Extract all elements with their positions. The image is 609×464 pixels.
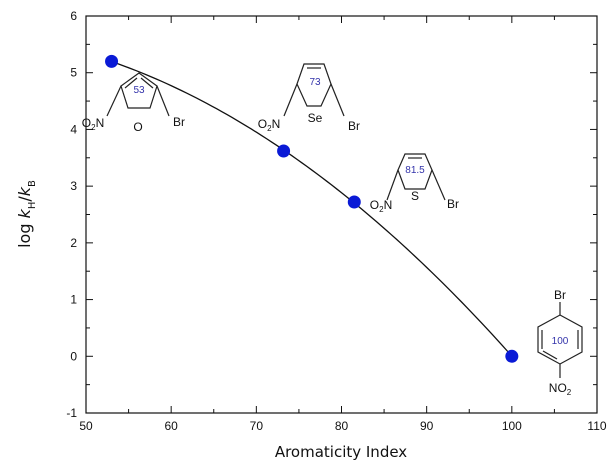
y-axis-title: log kH/kB [15, 180, 38, 248]
plot-frame [85, 15, 598, 414]
benzene-nitro: NO2 [549, 381, 572, 397]
x-tick-label: 80 [335, 419, 349, 433]
x-tick-label: 110 [587, 419, 606, 433]
structure-thiophene: 81.5 S O2N Br [370, 153, 459, 214]
y-axis-sub1: H [27, 202, 38, 210]
furan-halogen: Br [173, 115, 185, 129]
structure-furan: 53 O O2N Br [82, 72, 185, 134]
y-tick-label: 3 [70, 179, 77, 193]
x-tick-label: 50 [79, 419, 93, 433]
axis-ticks [85, 15, 598, 414]
y-tick-label: 1 [70, 293, 77, 307]
thiophene-index: 81.5 [405, 165, 425, 176]
y-tick-label: 2 [70, 236, 77, 250]
selenophene-heteroatom: Se [308, 111, 323, 125]
thiophene-nitro: O2N [370, 198, 392, 214]
data-points [105, 54, 519, 363]
y-axis-slash: / [15, 196, 34, 202]
y-tick-label: 6 [70, 9, 77, 23]
x-tick-label: 70 [250, 419, 264, 433]
x-tick-label: 60 [164, 419, 178, 433]
x-tick-label: 90 [420, 419, 434, 433]
furan-index: 53 [133, 85, 145, 96]
thiophene-halogen: Br [447, 197, 459, 211]
y-tick-label: 4 [70, 122, 77, 136]
x-axis-title: Aromaticity Index [275, 443, 407, 461]
data-point [505, 349, 519, 363]
structure-benzene: 100 Br NO2 [537, 288, 583, 397]
y-axis-sub2: B [27, 180, 38, 187]
x-tick-label: 100 [502, 419, 522, 433]
y-tick-label: 5 [70, 66, 77, 80]
benzene-halogen: Br [554, 288, 566, 302]
selenophene-nitro: O2N [258, 117, 280, 133]
thiophene-heteroatom: S [411, 189, 419, 203]
y-tick-label: 0 [70, 349, 77, 363]
y-axis-k2: k [15, 186, 34, 196]
benzene-index: 100 [552, 336, 569, 347]
fit-curve [111, 60, 513, 357]
y-tick-label: -1 [66, 406, 77, 420]
selenophene-index: 73 [309, 77, 321, 88]
selenophene-halogen: Br [348, 119, 360, 133]
furan-heteroatom: O [133, 120, 142, 134]
furan-nitro: O2N [82, 116, 104, 132]
y-axis-k1: k [15, 208, 34, 218]
y-axis-prefix: log [15, 218, 34, 247]
structure-selenophene: 73 Se O2N Br [258, 63, 360, 133]
data-point [347, 195, 361, 209]
data-point [105, 54, 119, 68]
data-point [277, 144, 291, 158]
axis-tick-labels: 50 60 70 80 90 100 110 -1 0 1 2 3 4 5 6 [66, 9, 607, 433]
